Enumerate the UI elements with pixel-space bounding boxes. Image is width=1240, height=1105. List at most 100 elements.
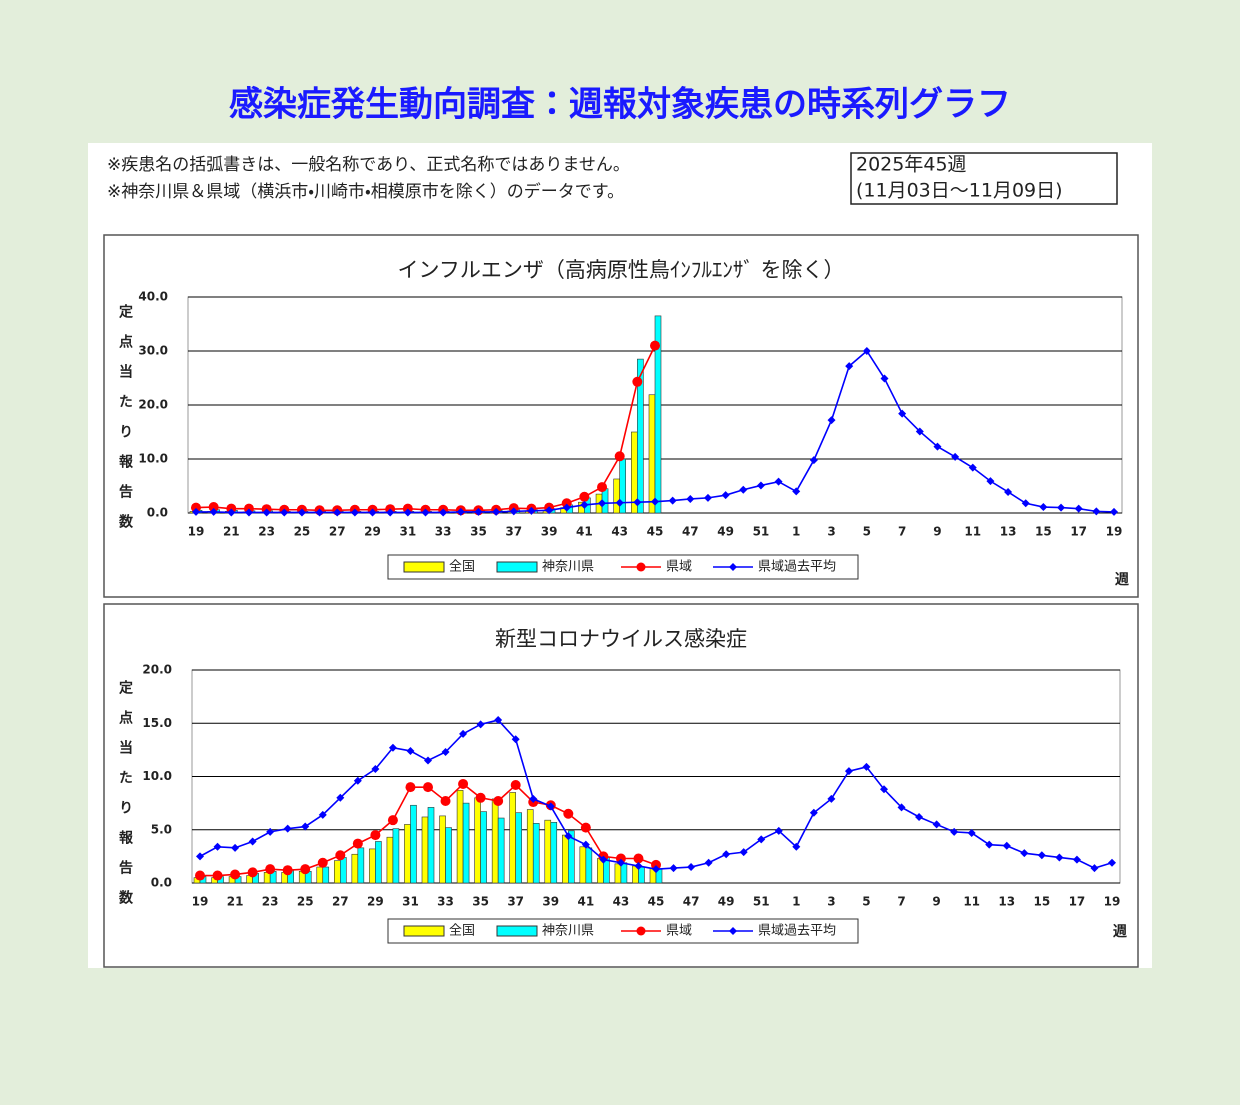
bar — [421, 816, 429, 884]
marker — [985, 840, 994, 849]
marker — [423, 782, 433, 793]
marker — [248, 837, 257, 846]
marker — [439, 508, 448, 517]
marker — [458, 778, 469, 789]
marker — [986, 477, 995, 486]
marker — [933, 442, 942, 451]
marker — [915, 812, 924, 821]
marker — [1055, 853, 1064, 862]
marker — [350, 508, 359, 517]
marker — [756, 481, 765, 490]
marker — [191, 502, 201, 513]
marker — [403, 508, 412, 517]
marker — [282, 865, 293, 876]
bar — [480, 811, 487, 884]
x-tick-label: 49 — [718, 895, 735, 909]
marker — [265, 864, 276, 875]
marker — [1004, 487, 1013, 496]
marker — [231, 843, 240, 852]
marker — [968, 463, 977, 472]
bar — [648, 394, 656, 514]
marker — [315, 508, 324, 517]
y-tick-label: 15.0 — [142, 716, 172, 730]
legend-swatch — [496, 561, 538, 573]
bar — [340, 857, 347, 884]
marker — [474, 507, 483, 516]
legend-swatch — [636, 562, 646, 572]
marker — [827, 416, 836, 425]
x-tick-label: 49 — [717, 525, 734, 539]
x-tick-label: 29 — [364, 525, 381, 539]
bar — [491, 798, 499, 884]
marker — [616, 858, 625, 867]
marker — [668, 496, 677, 505]
marker — [651, 497, 659, 506]
chart-title: 新型コロナウイルス感染症 — [495, 627, 747, 651]
marker — [476, 720, 485, 729]
marker — [615, 498, 624, 507]
marker — [441, 748, 450, 757]
bar — [550, 821, 558, 884]
marker — [563, 808, 574, 819]
x-tick-label: 7 — [897, 895, 905, 909]
marker — [1021, 499, 1030, 508]
bar — [334, 860, 341, 884]
x-tick-label: 19 — [192, 895, 209, 909]
marker — [510, 780, 521, 791]
bar — [427, 807, 435, 884]
marker — [406, 746, 415, 755]
note: ※疾患名の括弧書きは、一般名称であり、正式名称ではありません。 — [107, 155, 630, 175]
period-box — [850, 152, 1118, 205]
y-tick-label: 20.0 — [142, 663, 172, 677]
marker — [353, 776, 362, 785]
marker — [845, 362, 854, 371]
x-tick-label: 43 — [611, 525, 628, 539]
y-tick-label: 30.0 — [138, 344, 168, 358]
marker — [213, 842, 222, 851]
marker — [652, 865, 660, 874]
bar — [654, 315, 662, 514]
x-tick-label: 31 — [399, 525, 416, 539]
marker — [634, 861, 643, 870]
x-tick-label: 27 — [329, 525, 346, 539]
legend-label: 全国 — [449, 924, 475, 939]
legend-swatch — [729, 563, 737, 571]
marker — [546, 802, 555, 811]
bar — [579, 846, 587, 884]
legend-label: 神奈川県 — [542, 560, 594, 575]
marker — [280, 508, 289, 517]
marker — [774, 826, 783, 835]
bar — [614, 863, 622, 884]
legend-label: 県域過去平均 — [758, 924, 836, 939]
x-tick-label: 41 — [576, 525, 593, 539]
marker — [757, 835, 766, 844]
marker — [1002, 841, 1011, 850]
marker — [371, 765, 380, 774]
bar — [462, 802, 470, 884]
marker — [494, 716, 503, 725]
marker — [615, 853, 626, 864]
marker — [283, 824, 292, 833]
period-range: (11月03日～11月09日) — [856, 180, 1063, 202]
marker — [932, 820, 941, 829]
bar — [474, 797, 481, 884]
marker — [230, 869, 241, 880]
marker — [632, 376, 643, 387]
marker — [386, 508, 395, 517]
x-tick-label: 25 — [294, 525, 311, 539]
marker — [440, 795, 451, 806]
marker — [1110, 507, 1118, 516]
page-title: 感染症発生動向調査：週報対象疾患の時系列グラフ — [229, 85, 1011, 125]
x-tick-label: 3 — [827, 525, 835, 539]
marker — [209, 507, 218, 516]
marker — [633, 853, 644, 864]
period-week: 2025年45週 — [856, 154, 967, 176]
y-tick-label: 10.0 — [142, 769, 172, 783]
x-tick-label: 19 — [1104, 895, 1121, 909]
x-tick-label: 11 — [963, 895, 980, 909]
marker — [792, 842, 801, 851]
bar — [456, 790, 464, 884]
x-tick-label: 23 — [262, 895, 279, 909]
marker — [703, 493, 712, 502]
x-tick-label: 35 — [470, 525, 487, 539]
